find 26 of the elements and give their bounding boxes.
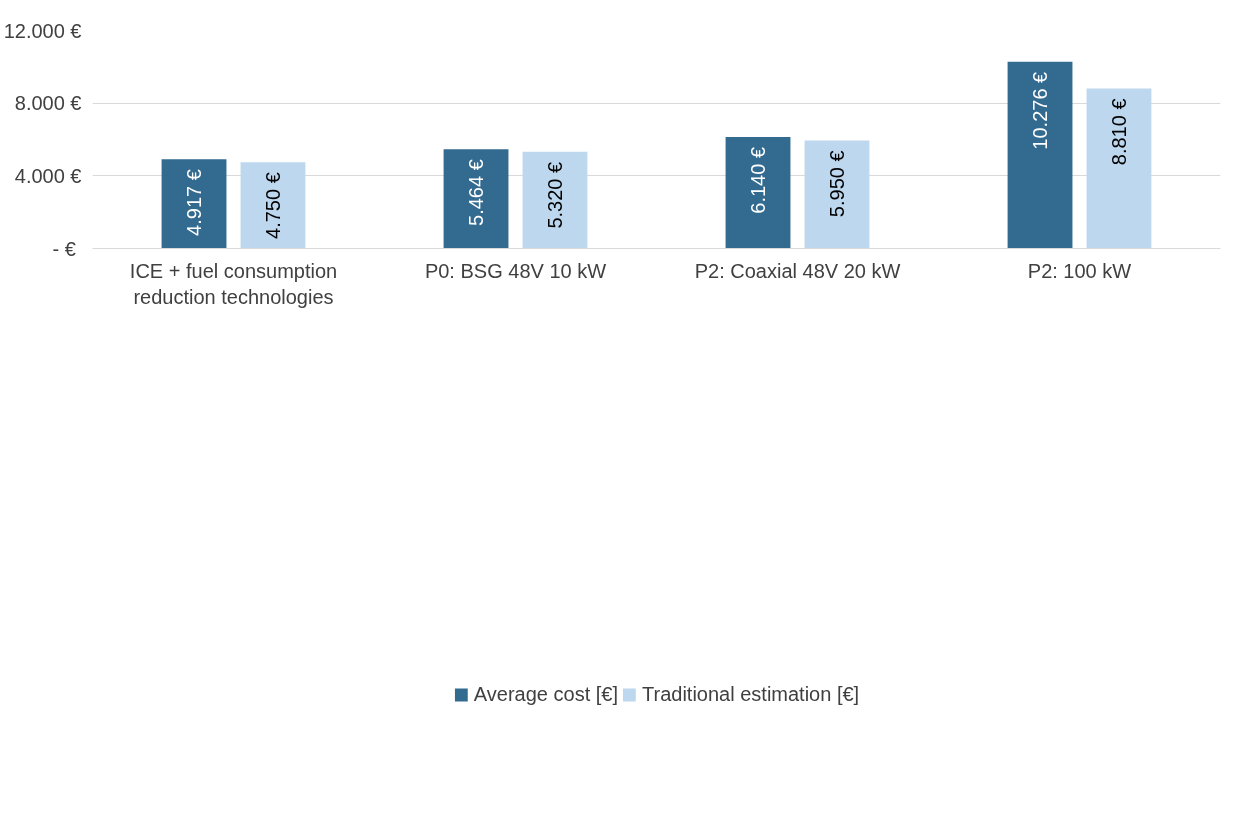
y-tick-label: 12.000 € [3,19,82,42]
y-tick-label: - € [52,237,76,260]
data-label: 6.140 € [747,146,770,214]
legend-label: Average cost [€] [473,682,619,706]
bar [804,140,870,249]
data-label: 4.917 € [183,169,206,236]
bar [443,149,509,249]
bar [522,151,588,249]
data-label: 8.810 € [1107,98,1130,166]
data-label: 5.320 € [543,161,566,229]
data-label: 5.464 € [465,159,488,226]
y-tick-label: 8.000 € [14,92,82,115]
data-label: 5.950 € [825,150,848,218]
data-label: 10.276 € [1029,71,1052,150]
x-tick-label: P2: Coaxial 48V 20 kW [694,259,901,282]
bar [1007,61,1073,249]
bar [161,159,227,249]
bar [725,136,791,249]
legend-label: Traditional estimation [€] [642,682,860,706]
x-tick-label: ICE + fuel consumption reduction technologies [129,259,338,308]
x-tick-label: P0: BSG 48V 10 kW [424,259,607,282]
data-label: 4.750 € [261,172,284,239]
bar [240,162,306,249]
bar [1086,88,1152,249]
y-tick-label: 4.000 € [14,164,82,187]
x-tick-label: P2: 100 kW [1027,259,1132,282]
